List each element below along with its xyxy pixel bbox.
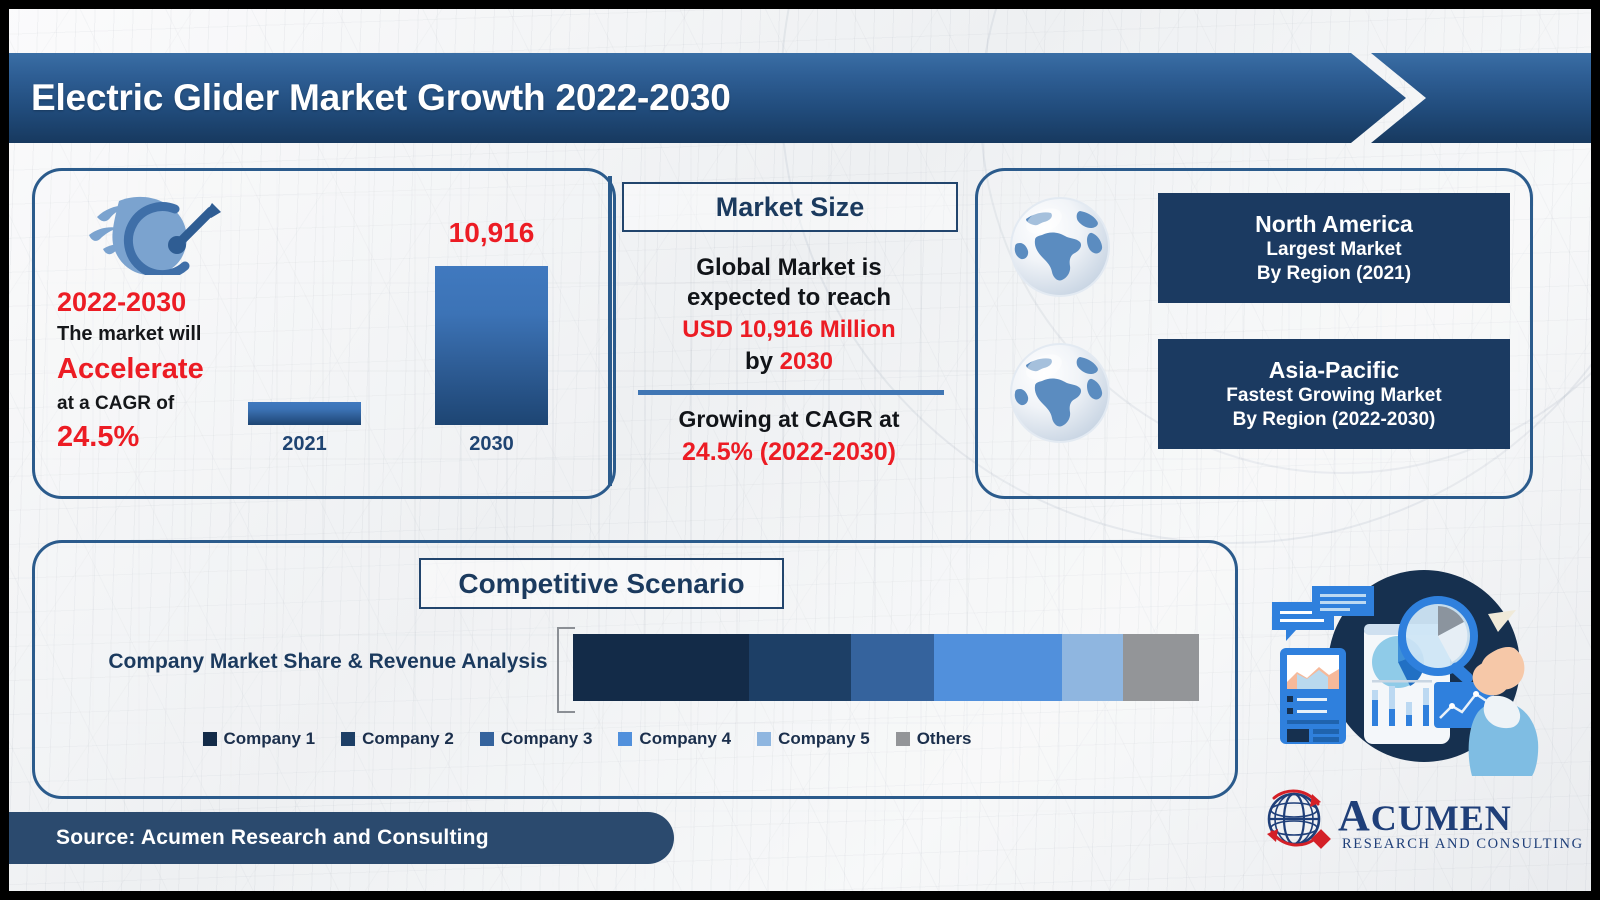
bar-2021 [248,402,361,425]
legend-label: Company 5 [778,729,870,748]
cagr-accelerate: Accelerate [57,353,204,385]
page-title: Electric Glider Market Growth 2022-2030 [31,77,731,118]
legend-item: Company 3 [479,729,593,749]
legend-swatch-icon [341,732,356,746]
legend-label: Company 4 [639,729,732,748]
legend-label: Company 2 [362,729,454,748]
logo-wordmark: ACUMEN [1338,791,1512,840]
legend-swatch-icon [479,732,494,746]
market-size-line-2: expected to reach [686,284,892,311]
regions-card: North America Largest Market By Region (… [975,168,1533,499]
region-row-asia-pacific: Asia-Pacific Fastest Growing Market By R… [996,339,1510,461]
header-band [9,53,1591,143]
cagr-card: 2022-2030 The market will Accelerate at … [32,168,616,499]
acumen-globe-logo [1267,789,1331,849]
legend-label: Company 3 [500,729,593,748]
competitive-title-box: Competitive Scenario [419,558,784,609]
stacked-segment [573,634,749,701]
bar-value-2030: 10,916 [448,217,535,248]
bar-label-2021: 2021 [282,433,327,455]
stacked-segment [850,634,935,701]
region-banner: Asia-Pacific Fastest Growing Market By R… [1158,339,1510,449]
market-size-year: 2030 [779,348,834,375]
legend-item: Others [895,729,972,749]
legend-item: Company 2 [341,729,454,749]
market-size-by: by [744,348,780,375]
logo-tagline: RESEARCH AND CONSULTING [1342,836,1584,852]
bracket-icon [557,627,575,713]
region-name: North America [1255,211,1413,238]
region-sub-1: Largest Market [1266,239,1402,261]
accelerate-speedometer-icon [89,196,221,275]
market-size-year-line: by 2030 [616,348,962,376]
legend-swatch-icon [202,732,217,746]
cagr-line-at-cagr: at a CAGR of [57,393,175,414]
cagr-period: 2022-2030 [57,287,187,317]
header-banner: Electric Glider Market Growth 2022-2030 [9,53,1591,143]
region-name: Asia-Pacific [1268,357,1400,384]
source-text: Source: Acumen Research and Consulting [56,826,489,849]
globe-icon [1010,197,1110,297]
stacked-segment [748,634,851,701]
competitive-scenario-card: Competitive Scenario Company Market Shar… [32,540,1238,799]
legend-swatch-icon [757,732,772,746]
market-size-value: USD 10,916 Million [682,316,896,343]
legend-item: Company 4 [618,729,731,749]
region-row-north-america: North America Largest Market By Region (… [996,193,1510,315]
source-bar: Source: Acumen Research and Consulting [0,812,674,864]
market-size-title: Market Size [715,191,865,222]
market-size-cagr-value: 24.5% (2022-2030) [681,438,897,466]
region-sub-2: By Region (2021) [1256,263,1412,285]
stacked-segment [1122,634,1199,701]
legend-item: Company 1 [202,729,316,749]
legend-label: Company 1 [223,729,316,748]
market-size-divider [638,390,944,395]
data-analytics-illustration [1272,570,1539,776]
market-size-title-box: Market Size [622,182,958,232]
legend-label: Others [916,729,972,748]
bar-2030 [435,266,548,425]
legend-swatch-icon [895,732,910,746]
market-size-panel: Market Size Global Market is expected to… [616,168,962,493]
competitive-subtitle: Company Market Share & Revenue Analysis [108,650,548,673]
legend-swatch-icon [618,732,633,746]
market-size-line-1: Global Market is [696,254,882,281]
market-share-stacked-bar [573,634,1199,701]
legend-item: Company 5 [757,729,870,749]
region-sub-2: By Region (2022-2030) [1232,409,1436,431]
acumen-logo: ACUMEN RESEARCH AND CONSULTING [1267,789,1584,852]
panel-divider [608,176,612,486]
stacked-segment [934,634,1062,701]
region-sub-1: Fastest Growing Market [1226,385,1442,407]
cagr-value: 24.5% [57,421,140,453]
stacked-segment [1061,634,1123,701]
market-share-legend: Company 1 Company 2 Company 3 Company 4 Comp… [77,729,1097,749]
bar-label-2030: 2030 [469,433,514,455]
globe-icon [1010,343,1110,443]
cagr-line-market-will: The market will [57,323,202,345]
competitive-title: Competitive Scenario [458,567,745,599]
region-banner: North America Largest Market By Region (… [1158,193,1510,303]
market-size-cagr-label: Growing at CAGR at [678,406,900,432]
